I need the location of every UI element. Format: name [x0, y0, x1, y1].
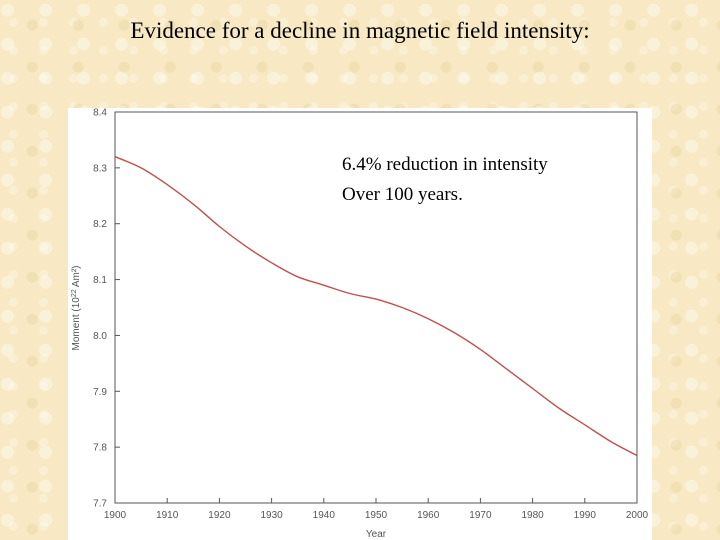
y-tick-label: 7.7 — [93, 499, 107, 510]
slide-title: Evidence for a decline in magnetic field… — [130, 18, 590, 43]
y-tick-label: 8.1 — [93, 275, 107, 286]
x-tick-label: 1900 — [104, 510, 127, 521]
chart-panel: 7.7 7.8 7.9 8.0 8.1 8.2 8.3 8.4 1900 1910 1920 193… — [68, 108, 652, 540]
reduction-annotation: 6.4% reduction in intensity Over 100 yea… — [342, 150, 548, 210]
y-axis-label: Moment (1022 Am²) — [71, 265, 83, 350]
y-tick-label: 8.3 — [93, 163, 107, 174]
x-tick-label: 1990 — [574, 510, 597, 521]
x-tick-label: 2000 — [626, 510, 649, 521]
x-tick-label: 1970 — [469, 510, 492, 521]
x-tick-label: 1950 — [365, 510, 388, 521]
x-tick-label: 1930 — [260, 510, 283, 521]
x-tick-label: 1910 — [156, 510, 179, 521]
x-axis-label: Year — [366, 529, 387, 540]
y-tick-label: 8.2 — [93, 219, 107, 230]
y-tick-label: 7.9 — [93, 387, 107, 398]
x-tick-label: 1980 — [521, 510, 544, 521]
x-tick-label: 1920 — [208, 510, 231, 521]
plot-frame — [114, 111, 638, 504]
y-tick-label: 8.4 — [93, 108, 107, 119]
y-tick-label: 8.0 — [93, 331, 107, 342]
y-tick-label: 7.8 — [93, 443, 107, 454]
y-axis-label-exponent: 22 — [71, 289, 78, 297]
annotation-line-1: 6.4% reduction in intensity — [342, 154, 548, 175]
moment-chart: 7.7 7.8 7.9 8.0 8.1 8.2 8.3 8.4 1900 1910 1920 193… — [71, 108, 649, 540]
x-tick-label: 1940 — [313, 510, 336, 521]
x-tick-label: 1960 — [417, 510, 440, 521]
moment-series-line — [114, 156, 638, 457]
annotation-line-2: Over 100 years. — [342, 184, 463, 205]
